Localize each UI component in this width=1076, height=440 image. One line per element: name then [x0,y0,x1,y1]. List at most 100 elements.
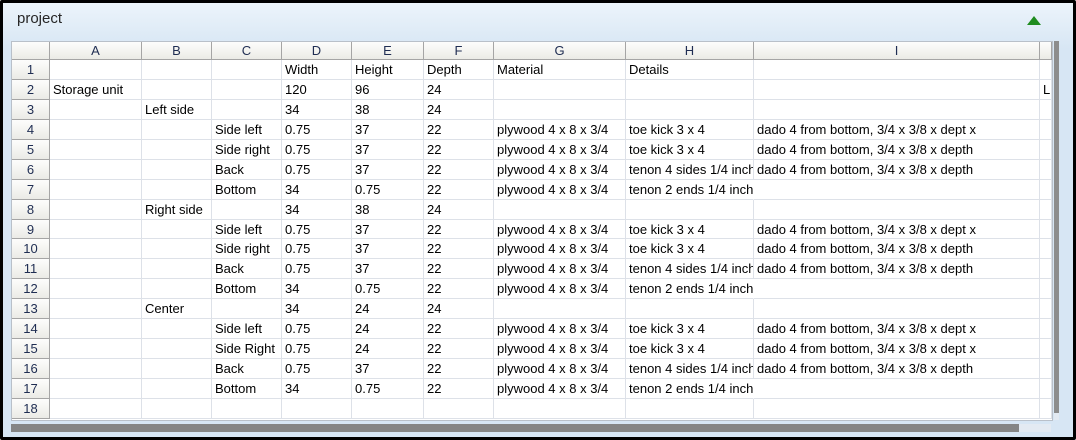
column-header-B[interactable]: B [142,42,212,60]
cell-A12[interactable] [50,279,142,300]
cell-B3[interactable]: Left side [142,99,212,120]
cell-E8[interactable]: 38 [352,199,424,220]
cell-A7[interactable] [50,179,142,200]
cell-F16[interactable]: 22 [424,359,494,379]
cell-I4[interactable]: dado 4 from bottom, 3/4 x 3/8 x dept x [754,119,1040,140]
cell-H3[interactable] [626,99,754,120]
cell-E16[interactable]: 37 [352,359,424,379]
cell-I11[interactable]: dado 4 from bottom, 3/4 x 3/8 x depth [754,259,1040,280]
cell-H7[interactable]: tenon 2 ends 1/4 inch [626,180,754,200]
cell-B12[interactable] [142,279,212,300]
cell-F12[interactable]: 22 [424,279,494,300]
cell-J4[interactable] [1040,119,1052,140]
cell-A6[interactable] [50,159,142,180]
row-header-13[interactable]: 13 [12,299,50,320]
cell-I13[interactable] [754,299,1040,320]
column-header-D[interactable]: D [282,42,352,60]
cell-H10[interactable]: toe kick 3 x 4 [626,239,754,260]
cell-F8[interactable]: 24 [424,199,494,220]
cell-I3[interactable] [754,99,1040,120]
cell-B13[interactable]: Center [142,299,212,320]
row-header-14[interactable]: 14 [12,319,50,340]
cell-C18[interactable] [212,398,282,419]
cell-E18[interactable] [352,398,424,419]
cell-I10[interactable]: dado 4 from bottom, 3/4 x 3/8 x depth [754,239,1040,260]
row-header-17[interactable]: 17 [12,379,50,399]
row-header-7[interactable]: 7 [12,179,50,200]
cell-G14[interactable]: plywood 4 x 8 x 3/4 [494,319,626,340]
cell-B7[interactable] [142,179,212,200]
cell-G5[interactable]: plywood 4 x 8 x 3/4 [494,139,626,160]
cell-I14[interactable]: dado 4 from bottom, 3/4 x 3/8 x dept x [754,319,1040,340]
cell-B8[interactable]: Right side [142,199,212,220]
cell-G2[interactable] [494,79,626,100]
cell-H4[interactable]: toe kick 3 x 4 [626,119,754,140]
column-header-I[interactable]: I [754,42,1040,60]
cell-J15[interactable] [1040,339,1052,360]
cell-D17[interactable]: 34 [282,379,352,399]
cell-J12[interactable] [1040,279,1052,300]
cell-D13[interactable]: 34 [282,299,352,320]
select-all-corner[interactable] [12,42,50,60]
cell-H6[interactable]: tenon 4 sides 1/4 inch [626,159,754,180]
cell-D5[interactable]: 0.75 [282,139,352,160]
cell-I7[interactable] [754,179,1040,200]
cell-B11[interactable] [142,259,212,280]
cell-D9[interactable]: 0.75 [282,219,352,240]
cell-G12[interactable]: plywood 4 x 8 x 3/4 [494,279,626,300]
cell-J11[interactable] [1040,259,1052,280]
cell-B4[interactable] [142,119,212,140]
cell-D14[interactable]: 0.75 [282,319,352,340]
cell-C4[interactable]: Side left [212,119,282,140]
cell-H8[interactable] [626,199,754,220]
cell-J10[interactable] [1040,239,1052,260]
cell-A5[interactable] [50,139,142,160]
cell-C2[interactable] [212,79,282,100]
cell-J6[interactable] [1040,159,1052,180]
cell-H16[interactable]: tenon 4 sides 1/4 inch [626,359,754,379]
cell-C10[interactable]: Side right [212,239,282,260]
row-header-9[interactable]: 9 [12,219,50,240]
cell-I17[interactable] [754,379,1040,399]
cell-D1[interactable]: Width [282,60,352,80]
cell-G4[interactable]: plywood 4 x 8 x 3/4 [494,119,626,140]
row-header-16[interactable]: 16 [12,359,50,379]
cell-D6[interactable]: 0.75 [282,159,352,180]
cell-I2[interactable] [754,79,1040,100]
cell-J17[interactable] [1040,379,1052,399]
row-header-1[interactable]: 1 [12,60,50,80]
cell-J13[interactable] [1040,299,1052,320]
cell-A18[interactable] [50,398,142,419]
cell-B5[interactable] [142,139,212,160]
cell-J16[interactable] [1040,359,1052,379]
cell-B16[interactable] [142,359,212,379]
cell-F6[interactable]: 22 [424,159,494,180]
cell-J9[interactable] [1040,219,1052,240]
collapse-panel-button[interactable] [1025,14,1043,28]
cell-C17[interactable]: Bottom [212,379,282,399]
cell-A10[interactable] [50,239,142,260]
cell-B18[interactable] [142,398,212,419]
cell-I18[interactable] [754,398,1040,419]
cell-E6[interactable]: 37 [352,159,424,180]
cell-I5[interactable]: dado 4 from bottom, 3/4 x 3/8 x depth [754,139,1040,160]
cell-J5[interactable] [1040,139,1052,160]
column-header-G[interactable]: G [494,42,626,60]
cell-J14[interactable] [1040,319,1052,340]
cell-B14[interactable] [142,319,212,340]
cell-E17[interactable]: 0.75 [352,379,424,399]
cell-F10[interactable]: 22 [424,239,494,260]
cell-B17[interactable] [142,379,212,399]
cell-H14[interactable]: toe kick 3 x 4 [626,319,754,340]
cell-A11[interactable] [50,259,142,280]
cell-A17[interactable] [50,379,142,399]
cell-C7[interactable]: Bottom [212,179,282,200]
cell-F7[interactable]: 22 [424,179,494,200]
cell-E7[interactable]: 0.75 [352,179,424,200]
cell-C3[interactable] [212,99,282,120]
row-header-12[interactable]: 12 [12,279,50,300]
column-header-J-partial[interactable] [1040,42,1052,60]
cell-C11[interactable]: Back [212,259,282,280]
cell-C14[interactable]: Side left [212,319,282,340]
cell-F3[interactable]: 24 [424,99,494,120]
